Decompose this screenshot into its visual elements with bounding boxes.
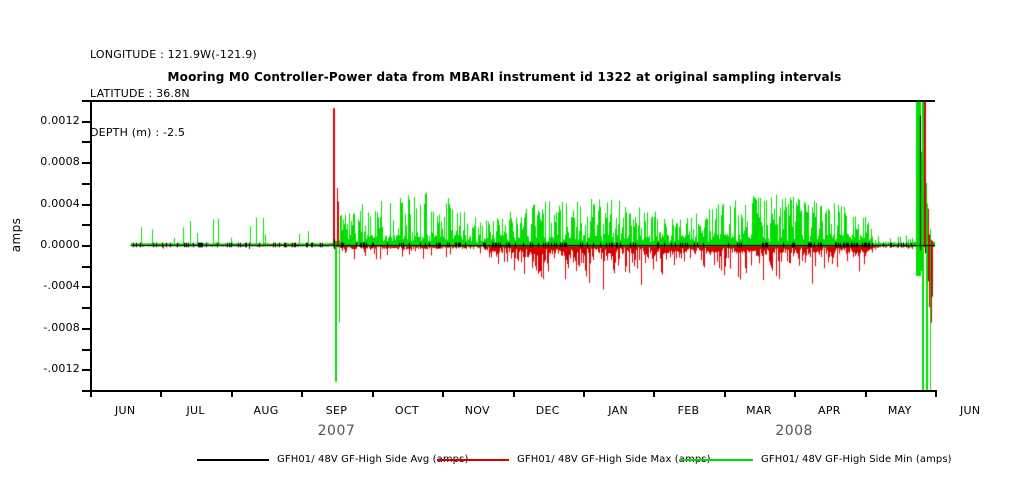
x-tick-label: JUN <box>114 404 136 417</box>
year-label: 2007 <box>317 423 356 439</box>
y-tick-label: 0.0004 <box>40 196 80 210</box>
x-tick-label: SEP <box>325 404 348 417</box>
x-tick <box>371 390 374 397</box>
x-tick <box>160 390 163 397</box>
chart-legend: GFH01/ 48V GF-High Side Avg (amps) GFH01/… <box>0 452 1009 472</box>
x-tick <box>512 390 515 397</box>
x-tick-label: APR <box>818 404 841 417</box>
y-tick-minor <box>82 265 90 268</box>
legend-color-swatch <box>197 459 269 461</box>
plot-area <box>90 100 935 390</box>
year-label: 2008 <box>775 423 813 439</box>
y-tick-label: 0.0000 <box>40 238 80 251</box>
y-tick-minor <box>82 182 90 185</box>
x-tick <box>794 390 797 397</box>
x-tick <box>582 390 585 397</box>
y-tick-label: -.0004 <box>43 279 80 293</box>
x-tick <box>935 390 937 397</box>
y-tick-minor <box>82 100 90 102</box>
y-tick-minor <box>82 307 90 310</box>
y-tick-major <box>82 286 90 289</box>
y-tick-major <box>82 245 90 247</box>
latitude-line: LATITUDE : 36.8N <box>90 87 190 100</box>
longitude-line: LONGITUDE : 121.9W(-121.9) <box>90 48 257 61</box>
x-tick <box>301 390 304 397</box>
y-tick-label: -.0008 <box>43 320 80 334</box>
y-tick-minor <box>82 348 90 351</box>
x-tick <box>442 390 445 397</box>
plot-frame <box>90 100 935 390</box>
x-tick-label: MAY <box>887 404 912 417</box>
y-tick-major <box>82 203 90 206</box>
x-tick <box>723 390 726 397</box>
y-tick-major <box>82 369 90 372</box>
x-tick <box>230 390 233 397</box>
y-tick-major <box>82 120 90 123</box>
y-axis-title: amps <box>9 217 23 253</box>
y-tick-minor <box>82 141 90 144</box>
x-tick-label: AUG <box>253 404 279 417</box>
y-tick-minor <box>82 224 90 227</box>
y-tick-label: -.0012 <box>43 362 80 376</box>
x-tick-label: DEC <box>535 404 560 417</box>
x-tick-label: OCT <box>394 404 419 417</box>
y-tick-major <box>82 162 90 165</box>
y-tick-minor <box>82 390 90 392</box>
legend-color-swatch <box>437 459 509 461</box>
x-tick-label: JAN <box>608 404 628 417</box>
y-tick-label: 0.0012 <box>40 113 80 127</box>
legend-label: GFH01/ 48V GF-High Side Avg (amps) <box>277 454 469 465</box>
x-tick-label: MAR <box>746 404 772 417</box>
y-tick-major <box>82 327 90 330</box>
x-tick-label: FEB <box>677 404 700 417</box>
legend-color-swatch <box>681 459 753 461</box>
chart-title: Mooring M0 Controller-Power data from MB… <box>167 70 842 84</box>
y-axis: 0.0012 0.0008 0.0004 0.0000 -.0004 -.0008 -.00… <box>0 100 90 392</box>
x-tick-label: JUN <box>959 404 981 417</box>
legend-label: GFH01/ 48V GF-High Side Max (amps) <box>517 454 711 465</box>
x-tick <box>653 390 656 397</box>
x-tick-label: JUL <box>186 404 205 417</box>
y-tick-label: 0.0008 <box>40 155 80 169</box>
x-tick-label: NOV <box>464 404 490 417</box>
x-tick <box>90 390 92 397</box>
series-canvas <box>90 100 935 390</box>
x-tick <box>864 390 867 397</box>
legend-label: GFH01/ 48V GF-High Side Min (amps) <box>761 454 952 465</box>
